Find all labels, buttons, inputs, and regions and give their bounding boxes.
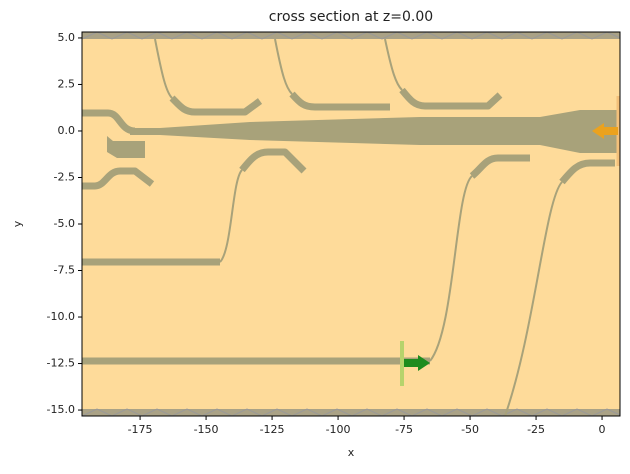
chart-title: cross section at z=0.00 (269, 9, 433, 25)
waveguide (274, 38, 293, 95)
y-tick-label: -5.0 (54, 217, 75, 230)
waveguide (504, 181, 563, 417)
waveguide (399, 87, 503, 110)
waveguide (154, 38, 173, 99)
y-tick-label: -10.0 (47, 310, 75, 323)
waveguide (219, 169, 243, 263)
y-axis-label: y (11, 220, 24, 227)
y-tick-label: 5.0 (58, 31, 76, 44)
waveguide (289, 91, 390, 111)
source-arrow (404, 355, 430, 371)
y-tick-label: -12.5 (47, 357, 75, 370)
waveguide (82, 167, 155, 190)
block (107, 136, 145, 158)
x-tick-label: -125 (260, 423, 285, 436)
x-tick-label: -150 (194, 423, 219, 436)
x-tick-label: -175 (128, 423, 153, 436)
y-tick-label: -15.0 (47, 403, 75, 416)
x-tick-label: -75 (395, 423, 413, 436)
pml-top (82, 32, 620, 39)
waveguide (169, 95, 263, 116)
x-tick-label: 0 (599, 423, 606, 436)
waveguide (559, 159, 615, 185)
waveguide (239, 148, 307, 174)
x-axis-label: x (348, 446, 355, 459)
monitor-arrow (592, 123, 618, 139)
x-tick-label: -25 (527, 423, 545, 436)
waveguide (469, 154, 530, 179)
y-tick-label: -2.5 (54, 170, 75, 183)
x-tick-label: -50 (461, 423, 479, 436)
y-tick-label: -7.5 (54, 264, 75, 277)
y-tick-label: 2.5 (58, 77, 76, 90)
taper (130, 110, 620, 153)
y-tick-label: 0.0 (58, 124, 76, 137)
waveguide (429, 175, 473, 362)
waveguide (82, 109, 136, 135)
pml-pattern (81, 31, 621, 40)
plot-background (82, 32, 620, 416)
x-tick-label: -100 (326, 423, 351, 436)
pml-bottom (82, 409, 620, 416)
waveguide (384, 38, 403, 91)
